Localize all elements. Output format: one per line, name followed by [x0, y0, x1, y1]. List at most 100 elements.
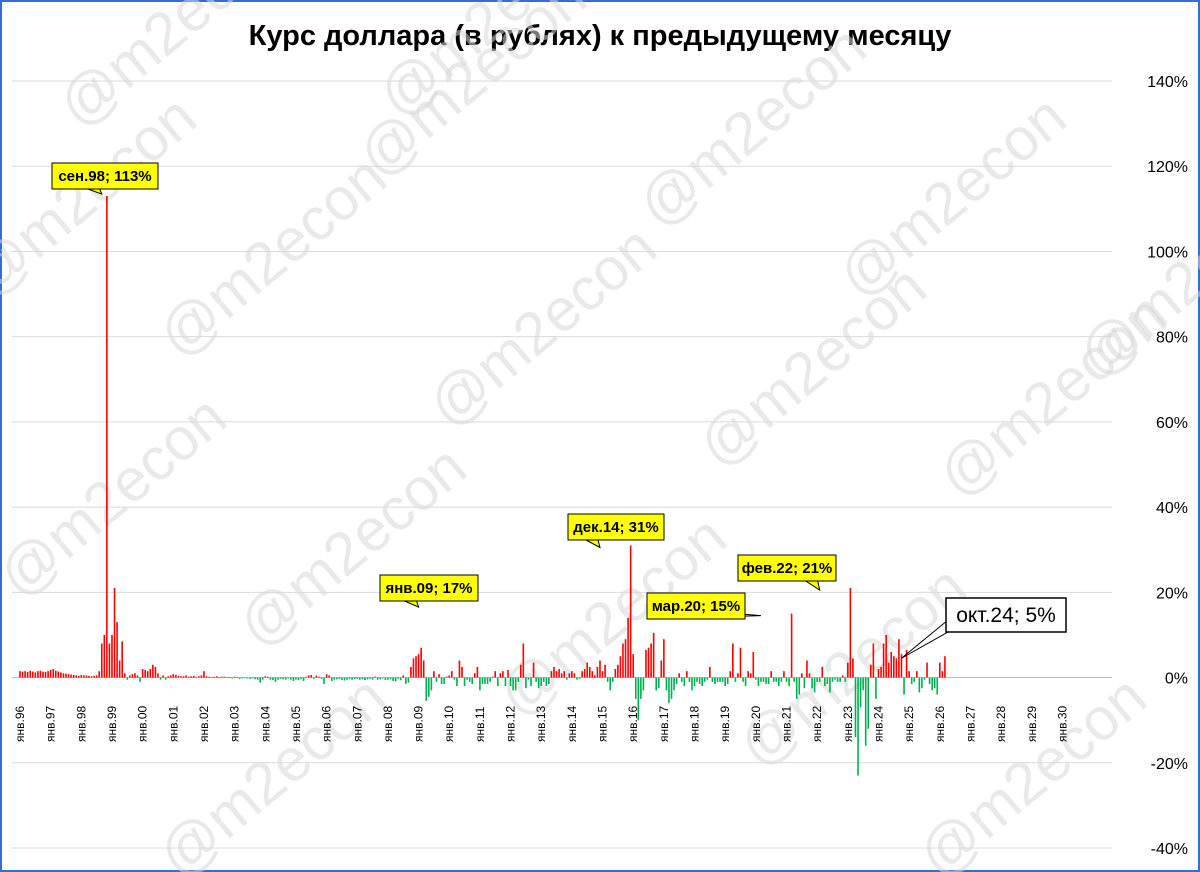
watermark-text: @m2econ	[225, 432, 478, 660]
bar	[80, 674, 83, 678]
bar	[849, 588, 852, 678]
bar	[724, 677, 726, 687]
bar	[783, 671, 785, 678]
bar	[619, 656, 622, 678]
bar	[811, 677, 813, 689]
bar	[359, 677, 361, 680]
bar	[622, 643, 624, 678]
bar	[19, 671, 21, 678]
bar	[558, 669, 560, 678]
bar	[481, 677, 484, 684]
callout: фев.22; 21%	[737, 554, 837, 592]
bar	[576, 677, 578, 680]
bar	[923, 677, 926, 680]
bar	[709, 666, 711, 678]
bar	[134, 673, 136, 678]
bar	[310, 674, 313, 678]
bar	[203, 671, 205, 678]
bar	[410, 666, 412, 678]
bar	[491, 676, 494, 678]
x-tick-label: янв.25	[902, 705, 916, 742]
bar	[808, 673, 811, 678]
y-tick-label: 60%	[1156, 415, 1188, 432]
bar	[519, 664, 522, 678]
watermark-text: @m2econ	[825, 82, 1078, 310]
callout-pointer	[804, 580, 821, 592]
callout: дек.14; 31%	[567, 513, 665, 549]
bar	[88, 675, 90, 678]
bar	[834, 677, 836, 680]
bar	[875, 677, 877, 699]
bar	[292, 677, 295, 681]
callout-box	[646, 592, 746, 620]
bar	[108, 643, 111, 678]
bar	[297, 677, 300, 681]
bar	[749, 673, 752, 678]
bar	[634, 677, 637, 699]
bar	[274, 677, 277, 682]
bar	[425, 677, 428, 701]
bar	[719, 677, 721, 682]
bar	[353, 677, 356, 680]
bar	[581, 671, 583, 678]
bar	[458, 660, 461, 678]
bar	[440, 677, 443, 684]
bar	[200, 675, 203, 678]
bar	[443, 677, 445, 684]
bar	[62, 673, 65, 678]
bar	[412, 658, 415, 678]
bar	[407, 677, 410, 683]
bar	[190, 676, 192, 678]
callout-box	[51, 162, 159, 190]
bar	[650, 643, 652, 678]
bar	[259, 677, 261, 683]
x-tick-label: янв.05	[289, 705, 303, 742]
bar	[507, 669, 509, 678]
callout-box	[379, 574, 479, 602]
x-tick-label: янв.12	[504, 705, 518, 742]
bar	[42, 671, 44, 678]
x-tick-label: янв.10	[442, 705, 456, 742]
bar	[233, 676, 236, 678]
bar	[908, 671, 910, 678]
bar	[583, 669, 586, 678]
watermark-text: @m2econ	[415, 212, 668, 440]
x-tick-label: янв.24	[871, 705, 885, 742]
y-tick-label: 120%	[1147, 159, 1188, 176]
x-tick-label: янв.17	[657, 705, 671, 742]
x-tick-label: янв.09	[412, 705, 426, 742]
bar	[246, 677, 249, 679]
bar	[376, 677, 379, 680]
bar	[44, 672, 47, 678]
bar	[737, 673, 739, 678]
bar	[872, 643, 875, 678]
bar	[535, 677, 537, 682]
bar	[244, 677, 246, 679]
callout-label: окт.24; 5%	[956, 604, 1056, 627]
x-tick-label: янв.18	[688, 705, 702, 742]
bar	[422, 660, 425, 678]
bar	[517, 677, 520, 682]
bar	[765, 677, 767, 684]
bar	[131, 674, 134, 678]
bar	[696, 677, 698, 682]
x-tick-label: янв.04	[258, 705, 272, 742]
y-tick-label: 100%	[1147, 244, 1188, 261]
bar	[479, 677, 481, 691]
bar	[867, 677, 870, 729]
bar	[652, 632, 655, 678]
bar	[617, 664, 619, 678]
bar	[187, 676, 190, 678]
bar	[793, 677, 795, 682]
bar	[706, 677, 709, 680]
bar	[647, 647, 650, 678]
bar	[545, 677, 548, 687]
bar	[660, 660, 663, 678]
watermark-text: @m2econ	[145, 142, 398, 370]
bar	[893, 656, 895, 678]
bar	[261, 677, 264, 680]
bar	[898, 639, 900, 678]
bar	[537, 677, 540, 689]
bar	[627, 617, 629, 678]
